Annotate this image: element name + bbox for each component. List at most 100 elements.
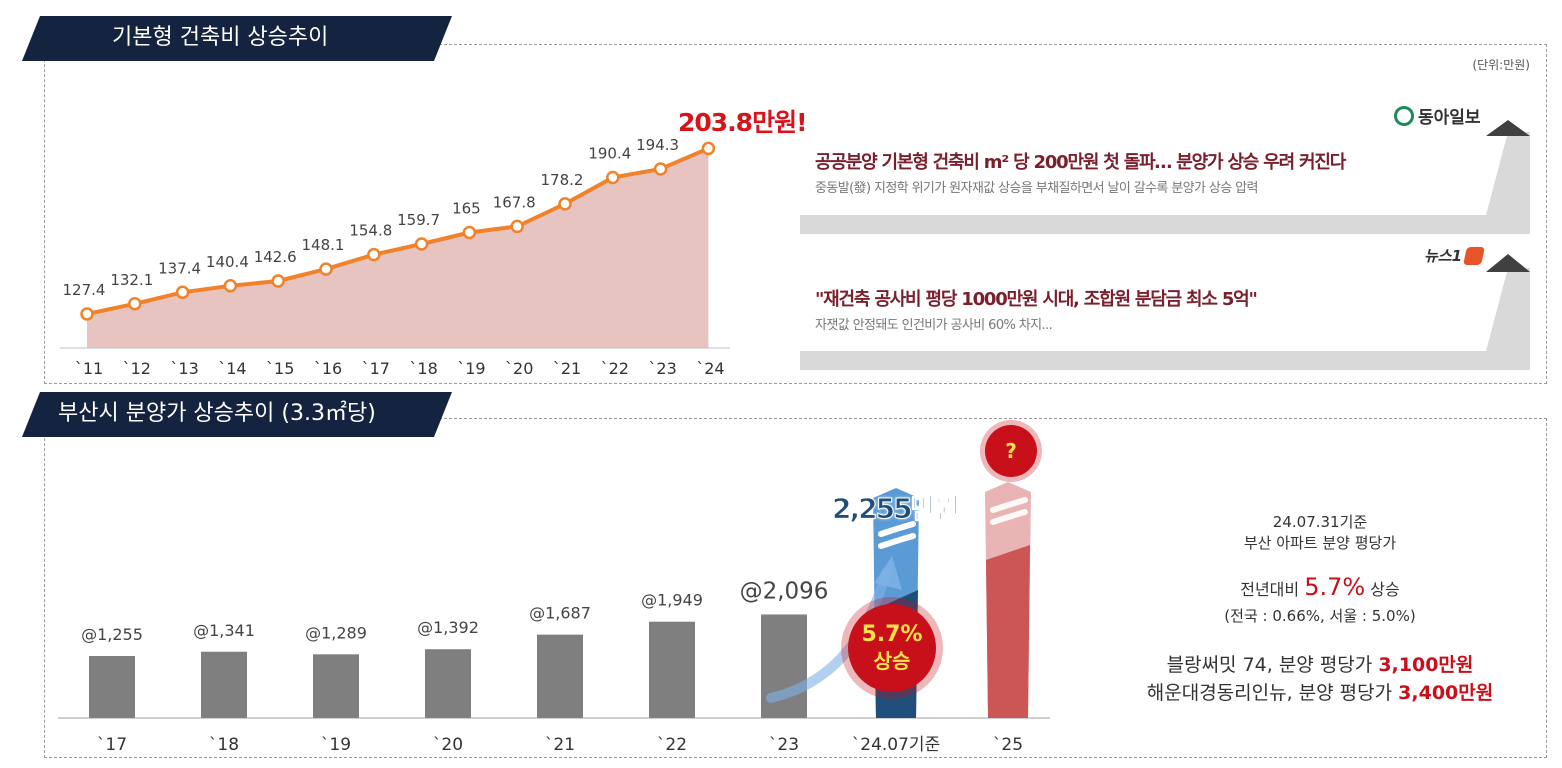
data-point: [223, 279, 238, 293]
growth-arrow-head: [874, 556, 902, 590]
x-tick-label: `21: [553, 359, 581, 378]
x-tick-label: `24.07기준: [852, 735, 940, 755]
news-card-2-bg: [800, 254, 1530, 370]
x-tick-label: `19: [321, 735, 351, 755]
x-tick-label: `14: [218, 359, 246, 378]
data-point: [271, 274, 285, 288]
x-tick-label: `12: [123, 359, 151, 378]
bar-value-label: @2,096: [740, 578, 829, 604]
data-label: 190.4: [588, 144, 631, 162]
x-tick-label: `22: [601, 359, 629, 378]
x-tick-label: `20: [433, 735, 463, 755]
info-desc: 부산 아파트 분양 평당가: [1243, 534, 1397, 552]
bar: [89, 656, 135, 718]
data-label: 140.4: [206, 253, 249, 271]
data-label: 148.1: [302, 236, 345, 254]
data-point: [128, 297, 142, 311]
data-point: [175, 285, 190, 300]
unit-label: (단위:만원): [1472, 58, 1530, 72]
info-date: 24.07.31기준: [1272, 513, 1368, 531]
info-item-1: 블랑써밋 74, 분양 평당가 3,100만원: [1166, 654, 1474, 676]
bar: [425, 649, 471, 718]
bar: [201, 651, 247, 718]
data-label: 132.1: [110, 271, 153, 289]
data-point: [510, 219, 524, 234]
data-point: [367, 247, 381, 262]
news-source-1: 동아일보: [1394, 103, 1481, 128]
news-card-2-triangle: [1486, 254, 1530, 272]
news-card-1-bg: [800, 120, 1530, 234]
data-point: [462, 225, 477, 240]
bar: [649, 621, 695, 718]
cost-highlight: 203.8만원!: [678, 108, 807, 137]
x-tick-label: `21: [545, 735, 575, 755]
news-summary-1: 중동발(發) 지정학 위기가 원자재값 상승을 부채질하면서 날이 갈수록 분양…: [815, 181, 1259, 196]
area-fill: [87, 148, 709, 348]
data-label: 194.3: [636, 136, 679, 154]
x-tick-label: `22: [657, 735, 687, 755]
news1-logo-icon: [1463, 246, 1485, 265]
bar-current-highlight: [878, 521, 916, 549]
info-panel: 24.07.31기준 부산 아파트 분양 평당가 전년대비 5.7% 상승 (전…: [1090, 512, 1550, 707]
construction-cost-chart: 127.4 `11 132.1 `12 137.4 `13 140.4 `14 142.6 `15…: [60, 136, 730, 378]
data-point: [653, 162, 668, 176]
news-headline-2[interactable]: "재건축 공사비 평당 1000만원 시대, 조합원 분담금 최소 5억": [815, 289, 1258, 310]
bar: [313, 654, 359, 718]
data-label: 137.4: [158, 259, 201, 277]
data-point: [606, 170, 620, 185]
data-label: 159.7: [397, 211, 440, 229]
news-headline-1[interactable]: 공공분양 기본형 건축비 m² 당 200만원 첫 돌파… 분양가 상승 우려 …: [815, 152, 1346, 173]
growth-badge-label: 상승: [873, 649, 911, 673]
x-tick-label: `13: [170, 359, 198, 378]
bottom-panel: [44, 418, 1547, 758]
info-yoy-value: 5.7%: [1304, 573, 1366, 601]
x-tick-label: `15: [266, 359, 294, 378]
growth-arrow: [766, 568, 891, 703]
x-tick-label: `23: [769, 735, 799, 755]
data-label: 127.4: [63, 281, 106, 299]
top-panel: [44, 44, 1547, 384]
bottom-section-title: 부산시 분양가 상승추이 (3.3㎡당): [22, 392, 452, 437]
data-label: 178.2: [541, 171, 584, 189]
x-tick-label: `25: [993, 735, 1023, 755]
data-point: [80, 307, 94, 321]
x-tick-label: `18: [409, 359, 437, 378]
data-label: 165: [452, 200, 481, 218]
data-label: 154.8: [349, 222, 392, 240]
bar: [761, 614, 807, 718]
data-label: 142.6: [254, 248, 297, 266]
x-tick-label: `19: [457, 359, 485, 378]
growth-badge-percent: 5.7%: [861, 622, 923, 647]
callout-price: 2,255만원: [831, 492, 960, 526]
x-tick-label: `23: [648, 359, 676, 378]
data-label: 167.8: [493, 193, 536, 211]
bar-forecast-highlight: [990, 497, 1028, 525]
news-summary-2: 자잿값 안정돼도 인건비가 공사비 60% 차지...: [815, 318, 1053, 333]
series-line: [86, 146, 710, 316]
x-tick-label: `17: [97, 735, 127, 755]
donga-logo-icon: [1394, 105, 1414, 126]
busan-price-chart: @1,255 `17 @1,341 `18 @1,289 `19 @1,392 `20 @1,6…: [58, 482, 1050, 755]
bar: [537, 634, 583, 718]
bar-value-label: @1,392: [417, 618, 479, 637]
x-tick-label: `16: [314, 359, 342, 378]
data-point: [701, 141, 716, 156]
x-tick-label: `17: [362, 359, 390, 378]
x-tick-label: `24: [696, 359, 724, 378]
bar-value-label: @1,687: [529, 604, 591, 623]
x-tick-label: `20: [505, 359, 533, 378]
data-point: [414, 237, 429, 251]
bar-value-label: @1,341: [193, 621, 255, 640]
question-mark: ?: [1005, 439, 1017, 463]
growth-badge: 5.7% 상승: [848, 604, 936, 692]
info-item-2: 해운대경동리인뉴, 분양 평당가 3,400만원: [1146, 682, 1494, 704]
data-point: [319, 262, 333, 276]
question-badge: ?: [985, 425, 1037, 477]
top-section-title: 기본형 건축비 상승추이: [22, 16, 452, 61]
bar-forecast-shade: [986, 545, 1030, 718]
x-tick-label: `11: [75, 359, 103, 378]
x-tick-label: `18: [209, 735, 239, 755]
bar-value-label: @1,289: [305, 623, 367, 642]
bar-value-label: @1,255: [81, 625, 143, 644]
news-card-1-triangle: [1486, 120, 1530, 136]
